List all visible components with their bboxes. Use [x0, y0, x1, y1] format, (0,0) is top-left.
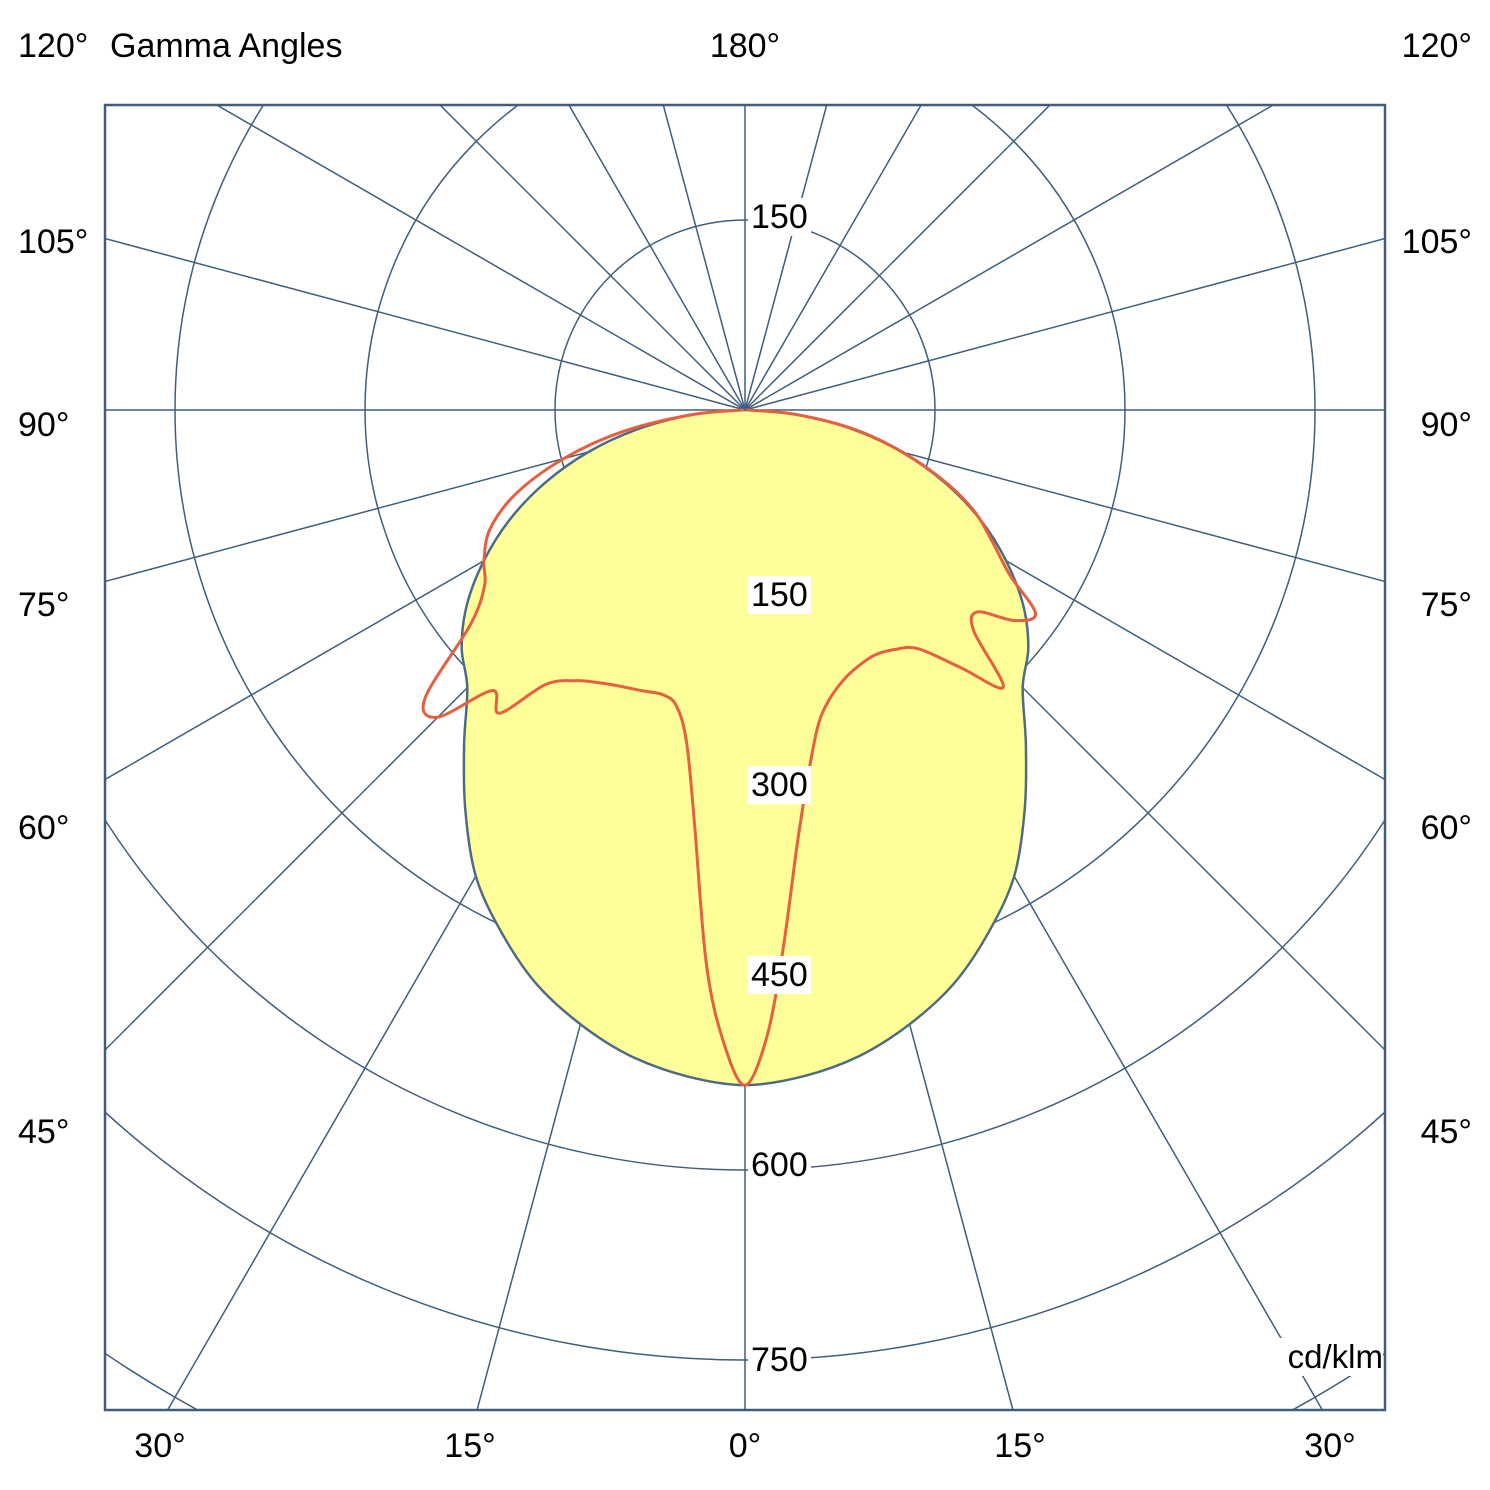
angle-label-right-60: 60° — [1420, 809, 1472, 847]
angle-label-right-75: 75° — [1420, 586, 1472, 624]
angle-label-top-right-120: 120° — [1401, 27, 1472, 65]
angle-label-bottom-right-30: 30° — [1304, 1427, 1356, 1465]
unit-label: cd/klm — [1245, 1338, 1383, 1376]
plot-border — [103, 103, 1387, 1412]
radial-tick-750: 750 — [748, 1341, 811, 1379]
angle-label-left-105: 105° — [18, 223, 89, 261]
series-group — [421, 408, 1037, 1087]
radial-tick-600: 600 — [748, 1146, 811, 1184]
angle-label-right-90: 90° — [1420, 406, 1472, 444]
angle-label-bottom-0: 0° — [728, 1427, 762, 1465]
angle-label-bottom-left-15: 15° — [444, 1427, 496, 1465]
distribution-filled-curve — [460, 408, 1030, 1087]
angle-label-left-60: 60° — [18, 809, 70, 847]
angle-label-left-75: 75° — [18, 586, 70, 624]
angle-label-left-90: 90° — [18, 406, 70, 444]
angle-label-right-45: 45° — [1420, 1113, 1472, 1151]
radial-tick-450: 450 — [748, 956, 811, 994]
radial-tick-150-upper: 150 — [748, 198, 811, 236]
radial-tick-150: 150 — [748, 576, 811, 614]
radial-tick-300: 300 — [748, 766, 811, 804]
angle-label-bottom-left-30: 30° — [134, 1427, 186, 1465]
angle-label-top-left-120: 120° — [18, 27, 89, 65]
angle-label-top-180: 180° — [709, 27, 781, 65]
angle-label-bottom-right-15: 15° — [994, 1427, 1046, 1465]
angle-label-left-45: 45° — [18, 1113, 70, 1151]
angle-label-right-105: 105° — [1401, 223, 1472, 261]
distribution-line-curve — [421, 408, 1037, 1087]
chart-title: Gamma Angles — [110, 27, 343, 65]
